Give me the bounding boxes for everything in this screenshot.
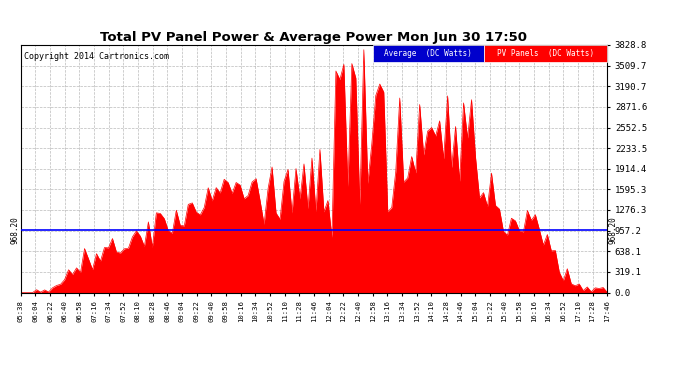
Title: Total PV Panel Power & Average Power Mon Jun 30 17:50: Total PV Panel Power & Average Power Mon…: [101, 31, 527, 44]
Bar: [373, 45, 484, 62]
Text: 968.20: 968.20: [10, 216, 19, 244]
Bar: [484, 45, 607, 62]
Text: Copyright 2014 Cartronics.com: Copyright 2014 Cartronics.com: [23, 53, 168, 62]
Text: 968.20: 968.20: [609, 216, 618, 244]
Text: PV Panels  (DC Watts): PV Panels (DC Watts): [497, 49, 594, 58]
Text: Average  (DC Watts): Average (DC Watts): [384, 49, 472, 58]
